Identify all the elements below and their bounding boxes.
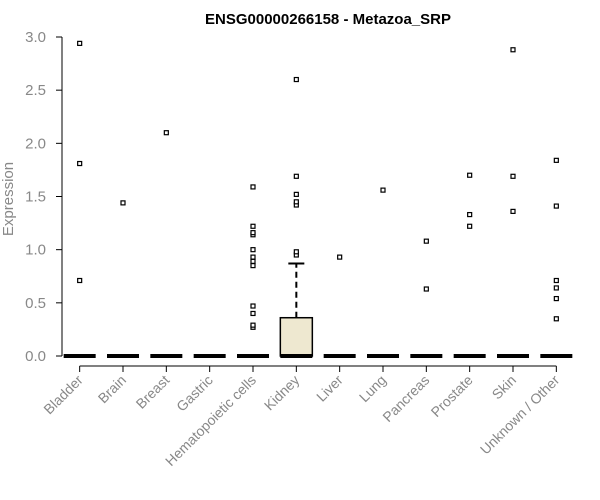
box-group [279, 76, 314, 358]
x-tick-label: Breast [133, 372, 173, 412]
outlier-point [250, 184, 256, 190]
outlier-point [423, 286, 429, 292]
chart-title: ENSG00000266158 - Metazoa_SRP [205, 11, 451, 28]
box-group [323, 254, 356, 358]
x-tick-label: Bladder [40, 372, 86, 418]
y-tick-label: 2.5 [25, 82, 46, 99]
outlier-point [77, 40, 83, 46]
outlier-point [250, 254, 256, 260]
x-tick-label: Lung [356, 372, 389, 405]
outlier-point [423, 238, 429, 244]
box-group [63, 40, 96, 358]
box-group [367, 187, 399, 358]
outlier-point [120, 200, 126, 206]
outlier-point [553, 277, 559, 284]
outlier-point [510, 208, 516, 214]
outlier-point [293, 199, 299, 205]
x-tick-label: Prostate [428, 372, 476, 420]
x-tick-label: Skin [489, 372, 520, 403]
box-group [497, 47, 529, 358]
y-tick-label: 3.0 [25, 29, 46, 46]
outlier-point [250, 258, 256, 264]
box-group [150, 130, 183, 358]
outlier-point [293, 249, 299, 255]
outlier-point [293, 76, 299, 83]
y-tick-label: 0.5 [25, 295, 46, 312]
outlier-point [250, 322, 256, 328]
plot-area [63, 40, 573, 358]
y-tick-label: 2.0 [25, 135, 46, 152]
x-tick-label: Pancreas [379, 372, 432, 425]
outlier-point [553, 285, 559, 291]
outlier-point [553, 316, 559, 322]
outlier-point [293, 191, 299, 197]
y-tick-label: 1.5 [25, 189, 46, 206]
x-tick-label: Unknown / Other [477, 372, 563, 458]
outlier-point [553, 203, 559, 209]
box [279, 316, 314, 357]
outlier-point [380, 187, 386, 193]
outlier-point [77, 277, 83, 284]
y-tick-label: 0.0 [25, 348, 46, 365]
outlier-point [553, 157, 559, 163]
box-group [237, 184, 269, 358]
outlier-point [250, 310, 256, 317]
outlier-point [553, 295, 559, 302]
outlier-point [250, 223, 256, 229]
outlier-point [250, 230, 256, 236]
x-tick-label: Gastric [173, 372, 216, 415]
box-group [410, 238, 443, 358]
x-tick-label: Brain [95, 372, 129, 406]
y-axis-label: Expression [0, 162, 17, 236]
outlier-point [163, 130, 169, 136]
outlier-point [250, 263, 256, 269]
x-tick-label: Kidney [261, 372, 303, 414]
outlier-point [77, 160, 83, 167]
y-axis: 0.0 0.5 1.0 1.5 2.0 2.5 3.0 [25, 29, 63, 365]
outlier-point [467, 223, 473, 229]
outlier-point [510, 47, 516, 53]
outlier-point [467, 172, 473, 178]
box-group [540, 157, 573, 358]
outlier-point [250, 303, 256, 309]
outlier-point [293, 173, 299, 179]
outlier-point [510, 173, 516, 179]
x-tick-label: Liver [313, 372, 346, 405]
outlier-point [250, 247, 256, 253]
outlier-point [467, 211, 473, 218]
box-group [107, 200, 139, 358]
outlier-point [337, 254, 343, 260]
y-tick-label: 1.0 [25, 242, 46, 259]
box-group [453, 172, 486, 358]
